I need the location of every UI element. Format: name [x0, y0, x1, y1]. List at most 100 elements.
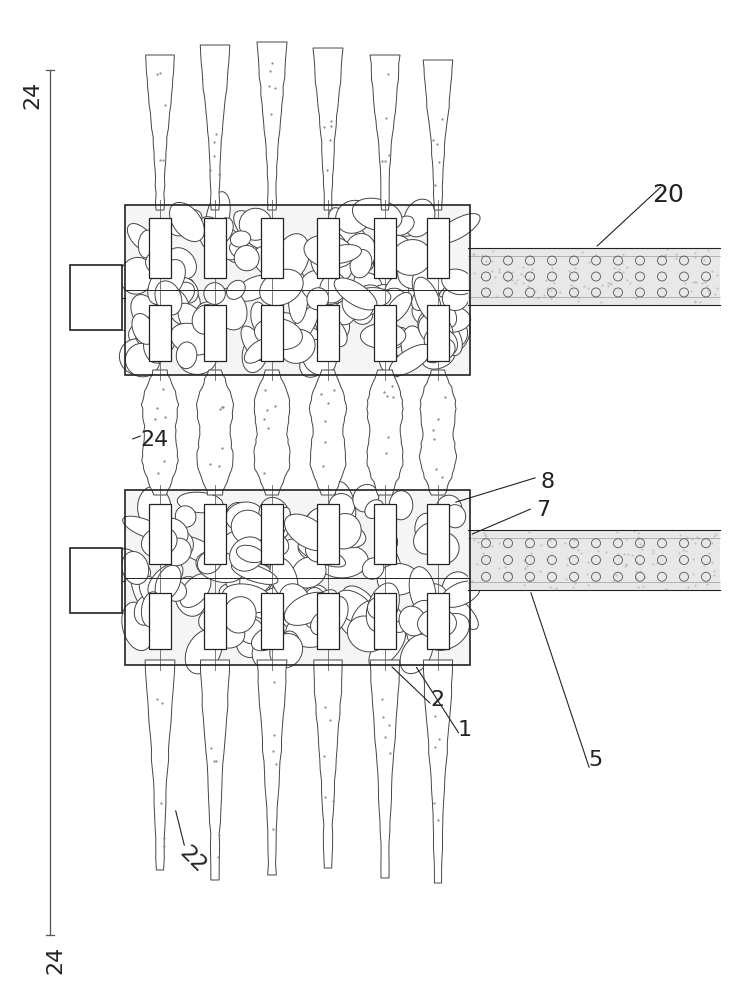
Ellipse shape — [231, 510, 266, 544]
Polygon shape — [370, 660, 400, 878]
Ellipse shape — [148, 563, 183, 597]
Ellipse shape — [344, 233, 376, 271]
Ellipse shape — [280, 631, 300, 659]
Ellipse shape — [270, 557, 298, 599]
Ellipse shape — [239, 208, 272, 240]
Text: 2: 2 — [430, 690, 444, 710]
Ellipse shape — [125, 343, 160, 377]
Ellipse shape — [342, 586, 375, 617]
Ellipse shape — [167, 248, 197, 279]
Bar — [125, 205, 470, 375]
Ellipse shape — [197, 300, 229, 324]
Ellipse shape — [274, 596, 299, 620]
Ellipse shape — [412, 256, 450, 299]
Ellipse shape — [234, 211, 272, 250]
Ellipse shape — [365, 500, 383, 518]
Ellipse shape — [383, 235, 413, 265]
Ellipse shape — [330, 525, 366, 548]
Ellipse shape — [418, 309, 447, 338]
Bar — [149, 504, 171, 564]
Ellipse shape — [428, 532, 459, 564]
Ellipse shape — [374, 288, 405, 316]
Ellipse shape — [234, 539, 260, 564]
Ellipse shape — [333, 301, 356, 325]
Ellipse shape — [212, 218, 233, 245]
Bar — [149, 218, 171, 277]
Ellipse shape — [120, 257, 154, 294]
Bar — [317, 304, 339, 360]
Ellipse shape — [166, 290, 190, 324]
Ellipse shape — [199, 609, 222, 632]
Ellipse shape — [239, 517, 272, 549]
Ellipse shape — [166, 282, 194, 309]
Ellipse shape — [274, 234, 310, 282]
Ellipse shape — [320, 258, 353, 283]
Ellipse shape — [285, 514, 330, 551]
Ellipse shape — [230, 231, 251, 247]
Text: 24: 24 — [141, 430, 169, 450]
Ellipse shape — [352, 305, 372, 324]
Ellipse shape — [227, 280, 245, 299]
Ellipse shape — [120, 549, 151, 578]
Ellipse shape — [284, 592, 330, 625]
Ellipse shape — [439, 320, 467, 349]
Bar — [374, 304, 396, 360]
Ellipse shape — [265, 539, 291, 566]
Ellipse shape — [177, 492, 223, 513]
Ellipse shape — [367, 597, 389, 619]
Ellipse shape — [417, 246, 446, 272]
Ellipse shape — [319, 273, 347, 303]
Ellipse shape — [163, 580, 186, 601]
Ellipse shape — [289, 272, 308, 323]
Ellipse shape — [238, 618, 264, 644]
Bar — [204, 504, 226, 564]
Ellipse shape — [144, 329, 175, 356]
Polygon shape — [146, 55, 174, 210]
Bar — [317, 218, 339, 277]
Ellipse shape — [146, 252, 167, 273]
Text: 1: 1 — [458, 720, 472, 740]
Bar — [204, 304, 226, 360]
Ellipse shape — [163, 538, 191, 566]
Ellipse shape — [121, 551, 149, 584]
Ellipse shape — [442, 285, 469, 311]
Ellipse shape — [442, 572, 472, 605]
Ellipse shape — [369, 284, 402, 315]
Ellipse shape — [173, 277, 198, 303]
Ellipse shape — [226, 502, 263, 531]
Ellipse shape — [274, 252, 294, 270]
Ellipse shape — [292, 557, 326, 588]
Ellipse shape — [138, 230, 155, 258]
Ellipse shape — [236, 275, 274, 301]
Ellipse shape — [412, 297, 438, 324]
Ellipse shape — [216, 528, 261, 562]
Ellipse shape — [157, 518, 188, 546]
Ellipse shape — [342, 289, 373, 320]
Ellipse shape — [334, 278, 377, 310]
Ellipse shape — [138, 486, 171, 530]
Ellipse shape — [378, 541, 402, 581]
Ellipse shape — [336, 590, 375, 626]
Bar — [70, 265, 122, 330]
Ellipse shape — [130, 565, 152, 613]
Ellipse shape — [170, 323, 213, 355]
Ellipse shape — [439, 576, 472, 603]
Ellipse shape — [174, 577, 206, 616]
Ellipse shape — [361, 607, 382, 641]
Ellipse shape — [155, 565, 181, 601]
Ellipse shape — [204, 283, 225, 304]
Text: 7: 7 — [536, 500, 550, 520]
Ellipse shape — [322, 229, 354, 275]
Ellipse shape — [347, 616, 386, 652]
Ellipse shape — [377, 532, 397, 553]
Polygon shape — [200, 660, 230, 880]
Ellipse shape — [134, 595, 158, 625]
Ellipse shape — [305, 313, 350, 349]
Bar — [204, 593, 226, 649]
Ellipse shape — [435, 214, 480, 244]
Bar — [374, 593, 396, 649]
Ellipse shape — [445, 505, 466, 528]
Ellipse shape — [436, 321, 462, 356]
Ellipse shape — [214, 228, 243, 260]
Ellipse shape — [141, 527, 177, 557]
